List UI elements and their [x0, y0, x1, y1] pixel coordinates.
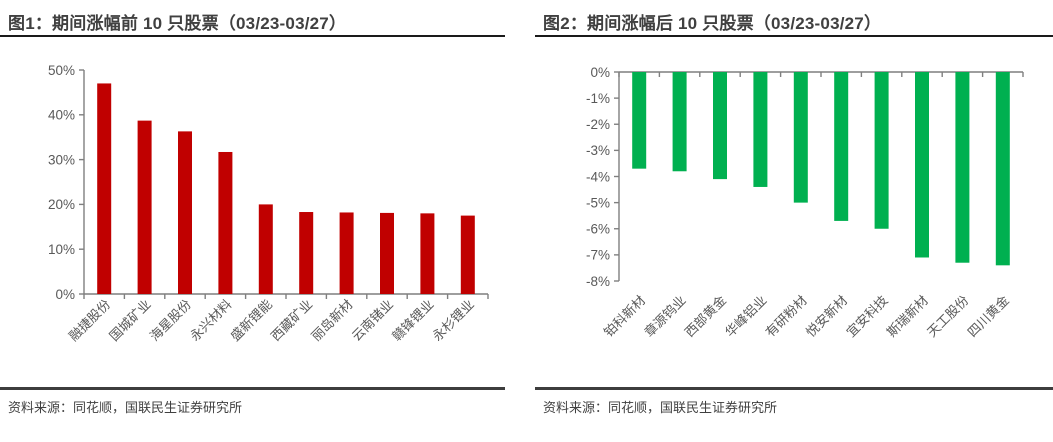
- x-category-label: 融捷股份: [66, 297, 113, 344]
- report-figures-row: 图1：期间涨幅前 10 只股票（03/23-03/27） 0% 10% 20% 30%…: [0, 0, 1053, 416]
- y-tick-label: -7%: [586, 248, 610, 263]
- y-tick-label: -8%: [586, 274, 610, 289]
- bar-融捷股份: [97, 83, 112, 294]
- y-tick-label: -2%: [586, 117, 610, 132]
- figure-2-panel: 图2：期间涨幅后 10 只股票（03/23-03/27） -8% -7% -6% -5…: [535, 0, 1053, 416]
- bar-悦安新材: [834, 72, 849, 221]
- y-tick-label: 40%: [48, 108, 75, 123]
- x-category-label: 四川黄金: [965, 293, 1012, 340]
- y-tick-label: -3%: [586, 143, 610, 158]
- x-category-label: 华峰铝业: [722, 293, 769, 340]
- y-tick-label: 30%: [48, 152, 75, 167]
- x-category-label: 西藏矿业: [268, 297, 315, 344]
- bar-西部黄金: [713, 72, 727, 180]
- bar-海星股份: [178, 131, 192, 294]
- y-tick-label: -6%: [586, 222, 610, 237]
- x-category-label: 海星股份: [147, 297, 194, 344]
- y-tick-label: -5%: [586, 195, 610, 210]
- bar-章源钨业: [672, 72, 687, 172]
- x-category-label: 国城矿业: [106, 297, 153, 344]
- x-category-label: 宜安科技: [843, 293, 890, 340]
- y-tick-label: -4%: [586, 169, 610, 184]
- x-category-label: 丽岛新材: [308, 297, 355, 344]
- x-category-label: 西部黄金: [682, 293, 729, 340]
- x-category-label: 悦安新材: [803, 293, 850, 340]
- figure-1-panel: 图1：期间涨幅前 10 只股票（03/23-03/27） 0% 10% 20% 30%…: [0, 0, 505, 416]
- figure-2-bar-chart: -8% -7% -6% -5% -4% -3% -2% -1% 0% 铂科新材章源钨业西部黄金华峰…: [586, 65, 1024, 340]
- x-category-label: 永兴材料: [187, 297, 234, 344]
- figure-2-title-divider: [535, 35, 1053, 37]
- x-category-label: 斯瑞新材: [884, 293, 931, 340]
- x-category-label: 盛新锂能: [228, 297, 275, 344]
- bar-天工股份: [955, 72, 970, 263]
- y-tick-label: 50%: [48, 63, 75, 78]
- bar-四川黄金: [995, 72, 1010, 266]
- bar-有研粉材: [793, 72, 808, 203]
- x-category-label: 天工股份: [924, 293, 971, 340]
- x-category-label: 云南锗业: [349, 297, 396, 344]
- bar-盛新锂能: [258, 204, 273, 294]
- figure-1-bar-chart: 0% 10% 20% 30% 40% 50% 融捷股份国城矿业海星股份永兴材料盛新锂能西藏矿…: [48, 63, 489, 344]
- figure-2-footer-divider: [535, 387, 1053, 390]
- bar-斯瑞新材: [915, 72, 929, 258]
- bar-西藏矿业: [299, 212, 314, 294]
- bar-永兴材料: [218, 151, 233, 294]
- figure-1-footer-divider: [0, 387, 505, 390]
- bar-云南锗业: [380, 212, 394, 294]
- bar-永杉锂业: [460, 215, 475, 294]
- x-category-label: 赣锋锂业: [389, 297, 436, 344]
- y-tick-label: 0%: [590, 65, 610, 80]
- figure-1-title-divider: [0, 35, 505, 37]
- x-category-label: 铂科新材: [601, 293, 648, 340]
- bar-宜安科技: [874, 72, 889, 229]
- y-tick-label: 0%: [55, 287, 75, 302]
- x-category-label: 有研粉材: [763, 293, 810, 340]
- bar-华峰铝业: [753, 72, 768, 187]
- figure-2-title: 图2：期间涨幅后 10 只股票（03/23-03/27）: [543, 14, 882, 33]
- y-tick-label: 20%: [48, 197, 75, 212]
- bar-丽岛新材: [339, 212, 354, 294]
- figure-2-source: 资料来源：同花顺，国联民生证券研究所: [543, 400, 778, 415]
- x-category-label: 章源钨业: [641, 293, 688, 340]
- bar-铂科新材: [632, 72, 647, 169]
- figure-1-title: 图1：期间涨幅前 10 只股票（03/23-03/27）: [8, 14, 347, 33]
- x-category-label: 永杉锂业: [430, 297, 477, 344]
- bar-赣锋锂业: [420, 213, 435, 294]
- y-tick-label: -1%: [586, 91, 610, 106]
- y-tick-label: 10%: [48, 242, 75, 257]
- bar-国城矿业: [137, 120, 152, 295]
- figure-1-source: 资料来源：同花顺，国联民生证券研究所: [8, 400, 243, 415]
